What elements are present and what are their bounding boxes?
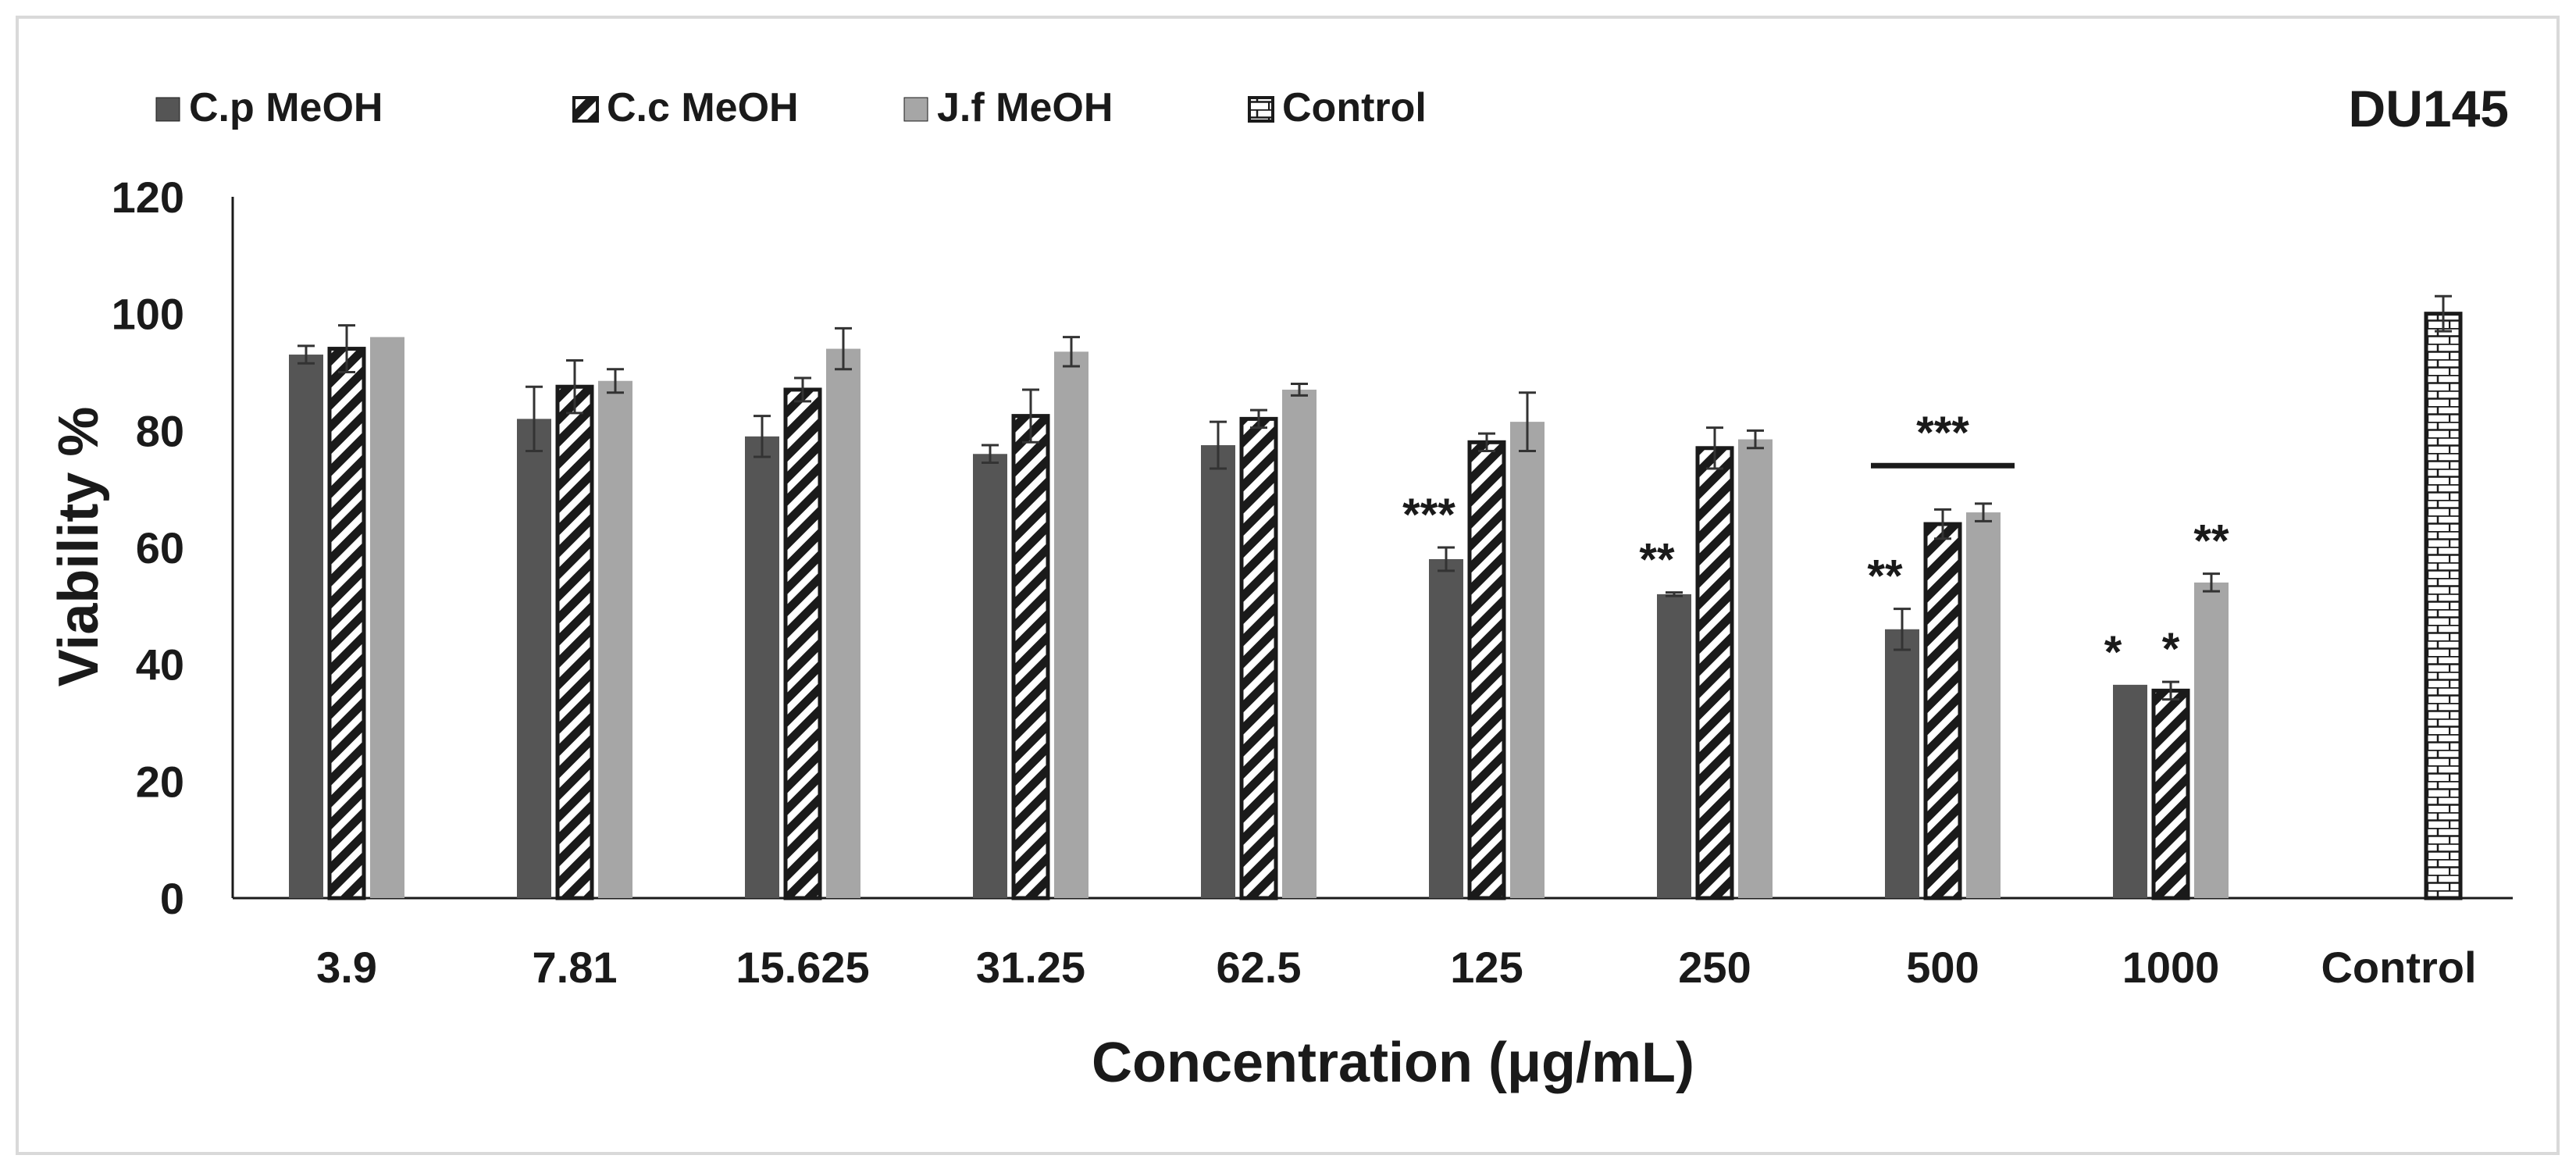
y-tick-label: 80 xyxy=(136,406,184,455)
y-tick-label: 0 xyxy=(160,874,184,923)
x-tick-label-7-81: 7.81 xyxy=(533,943,618,992)
legend-label: C.p MeOH xyxy=(189,85,383,130)
x-tick-label-500: 500 xyxy=(1906,943,1979,992)
bars xyxy=(289,312,2463,900)
legend-label: C.c MeOH xyxy=(607,85,799,130)
x-tick-label-250: 250 xyxy=(1678,943,1751,992)
bar-control-control xyxy=(2424,312,2463,900)
error-bar-j-f-meoh-125 xyxy=(1519,391,1536,453)
legend-label: Control xyxy=(1282,85,1427,130)
x-tick-label-31-25: 31.25 xyxy=(976,943,1085,992)
x-tick-label-15-625: 15.625 xyxy=(736,943,869,992)
x-tick-label-62-5: 62.5 xyxy=(1217,943,1302,992)
chart-title: DU145 xyxy=(2349,80,2509,137)
significance-c-c-meoh-1000: * xyxy=(2162,624,2180,675)
legend-item-c-c-meoh: C.c MeOH xyxy=(572,85,799,130)
legend-item-control: Control xyxy=(1248,85,1427,130)
error-bar-j-f-meoh-31-25 xyxy=(1063,336,1080,368)
y-axis-label: Viability % xyxy=(48,407,110,687)
bar-j-f-meoh-500 xyxy=(1966,512,2001,898)
significance-c-p-meoh-500: ** xyxy=(1867,551,1903,602)
x-tick-label-1000: 1000 xyxy=(2122,943,2220,992)
bar-c-p-meoh-125 xyxy=(1429,558,1463,898)
x-tick-label-control: Control xyxy=(2321,943,2476,992)
error-bar-c-c-meoh-1000 xyxy=(2162,680,2179,701)
error-bar-j-f-meoh-250 xyxy=(1747,429,1764,450)
x-tick-label-125: 125 xyxy=(1450,943,1523,992)
error-bar-c-p-meoh-7-81 xyxy=(526,385,543,453)
error-bar-c-p-meoh-250 xyxy=(1666,591,1683,597)
bar-c-c-meoh-250 xyxy=(1695,446,1734,900)
error-bar-c-c-meoh-15-625 xyxy=(794,376,811,403)
error-bar-c-p-meoh-15-625 xyxy=(754,415,771,458)
y-tick-label: 120 xyxy=(112,173,184,222)
bar-c-p-meoh-1000 xyxy=(2113,684,2147,898)
error-bar-j-f-meoh-62-5 xyxy=(1291,382,1308,397)
bar-c-c-meoh-62-5 xyxy=(1239,416,1278,900)
bar-j-f-meoh-31-25 xyxy=(1054,351,1088,898)
bar-c-c-meoh-500 xyxy=(1923,522,1962,900)
y-tick-label: 60 xyxy=(136,523,184,572)
error-bar-c-p-meoh-3-9 xyxy=(298,344,315,365)
significance-c-p-meoh-250: ** xyxy=(1639,535,1675,586)
bar-j-f-meoh-1000 xyxy=(2194,582,2229,898)
legend-item-j-f-meoh: J.f MeOH xyxy=(903,85,1113,130)
error-bar-control-control xyxy=(2435,294,2452,333)
bar-c-c-meoh-3-9 xyxy=(327,347,366,900)
error-bar-c-c-meoh-3-9 xyxy=(338,324,355,373)
bar-c-c-meoh-1000 xyxy=(2151,688,2190,900)
error-bar-c-c-meoh-62-5 xyxy=(1250,408,1267,430)
bar-c-p-meoh-15-625 xyxy=(745,436,779,898)
error-bar-c-p-meoh-125 xyxy=(1438,546,1455,572)
error-bar-c-p-meoh-62-5 xyxy=(1210,420,1227,470)
significance-c-p-meoh-1000: * xyxy=(2104,627,2122,678)
legend: C.p MeOH C.c MeOH J.f MeOH Control xyxy=(155,85,1427,130)
bar-j-f-meoh-62-5 xyxy=(1282,389,1317,898)
bar-c-p-meoh-62-5 xyxy=(1201,445,1235,898)
error-bar-c-p-meoh-31-25 xyxy=(982,444,999,464)
annotations: ***** *** ****** xyxy=(1402,408,2229,678)
bar-c-p-meoh-31-25 xyxy=(973,454,1007,898)
bar-j-f-meoh-15-625 xyxy=(826,348,860,899)
x-axis: 3.9 7.81 15.625 31.25 62.5 125 250 500 1000 Contr… xyxy=(233,897,2513,992)
error-bar-c-c-meoh-125 xyxy=(1478,432,1495,453)
error-bar-j-f-meoh-500 xyxy=(1975,502,1992,522)
bar-j-f-meoh-7-81 xyxy=(598,380,632,899)
error-bar-c-p-meoh-500 xyxy=(1894,608,1911,651)
svg-text:***: *** xyxy=(1916,408,1969,458)
group-significance-500: *** xyxy=(1871,408,2015,469)
error-bar-c-c-meoh-31-25 xyxy=(1022,388,1039,444)
significance-c-p-meoh-125: *** xyxy=(1402,490,1455,540)
bar-j-f-meoh-250 xyxy=(1738,439,1773,898)
bar-c-c-meoh-31-25 xyxy=(1011,414,1050,900)
bar-j-f-meoh-3-9 xyxy=(370,337,404,899)
bar-c-c-meoh-15-625 xyxy=(783,387,822,900)
error-bars xyxy=(298,294,2452,701)
x-axis-label: Concentration (μg/mL) xyxy=(1092,1032,1694,1094)
bar-c-p-meoh-7-81 xyxy=(517,419,551,898)
bar-c-c-meoh-7-81 xyxy=(555,384,594,900)
bar-c-c-meoh-125 xyxy=(1467,440,1506,900)
error-bar-c-c-meoh-250 xyxy=(1706,426,1723,470)
error-bar-j-f-meoh-15-625 xyxy=(835,326,852,371)
error-bar-c-c-meoh-500 xyxy=(1934,508,1951,540)
bar-c-p-meoh-500 xyxy=(1885,629,1919,898)
bar-c-p-meoh-250 xyxy=(1657,594,1691,898)
y-tick-label: 20 xyxy=(136,757,184,806)
error-bar-j-f-meoh-7-81 xyxy=(607,368,624,394)
error-bar-j-f-meoh-1000 xyxy=(2203,572,2220,593)
error-bar-c-c-meoh-7-81 xyxy=(566,359,583,415)
y-axis: 0 20 40 60 80 100 120 xyxy=(112,173,234,923)
significance-j-f-meoh-1000: ** xyxy=(2193,516,2229,567)
bar-c-p-meoh-3-9 xyxy=(289,355,323,898)
y-tick-label: 40 xyxy=(136,640,184,690)
bar-j-f-meoh-125 xyxy=(1510,422,1545,898)
legend-label: J.f MeOH xyxy=(937,85,1113,130)
legend-item-c-p-meoh: C.p MeOH xyxy=(155,85,383,130)
x-tick-label-3-9: 3.9 xyxy=(316,943,377,992)
y-tick-label: 100 xyxy=(112,290,184,339)
